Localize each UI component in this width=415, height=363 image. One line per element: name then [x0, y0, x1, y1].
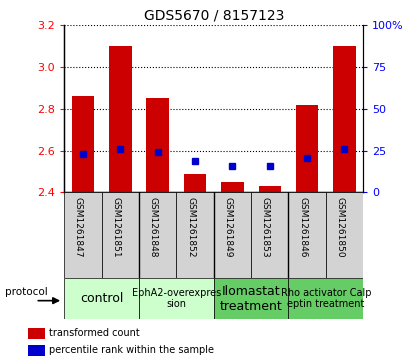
Bar [139, 278, 214, 319]
Text: GSM1261851: GSM1261851 [111, 197, 120, 257]
Bar [296, 105, 318, 192]
Bar [64, 278, 139, 319]
Bar [333, 46, 356, 192]
Text: percentile rank within the sample: percentile rank within the sample [49, 346, 214, 355]
Text: GSM1261847: GSM1261847 [74, 197, 83, 257]
Bar [184, 174, 206, 192]
Bar [109, 46, 132, 192]
Text: GSM1261853: GSM1261853 [261, 197, 270, 257]
Bar [72, 97, 94, 192]
Text: EphA2-overexpres
sion: EphA2-overexpres sion [132, 288, 221, 309]
Text: GSM1261848: GSM1261848 [149, 197, 158, 257]
Text: GSM1261849: GSM1261849 [223, 197, 232, 257]
Bar [251, 192, 288, 278]
Text: transformed count: transformed count [49, 328, 139, 338]
Text: GSM1261850: GSM1261850 [335, 197, 344, 257]
Bar [221, 182, 244, 192]
Title: GDS5670 / 8157123: GDS5670 / 8157123 [144, 9, 284, 23]
Bar [64, 192, 102, 278]
Bar [326, 192, 363, 278]
Bar [288, 278, 363, 319]
Text: GSM1261846: GSM1261846 [298, 197, 307, 257]
Text: protocol: protocol [5, 287, 48, 297]
Bar [214, 278, 288, 319]
Text: Rho activator Calp
eptin treatment: Rho activator Calp eptin treatment [281, 288, 371, 309]
Bar [176, 192, 214, 278]
Bar [146, 98, 169, 192]
Bar [139, 192, 176, 278]
Bar [102, 192, 139, 278]
Bar [288, 192, 326, 278]
Bar [28, 328, 45, 339]
Bar [259, 186, 281, 192]
Text: Ilomastat
treatment: Ilomastat treatment [220, 285, 283, 313]
Bar [28, 345, 45, 356]
Text: control: control [80, 292, 123, 305]
Text: GSM1261852: GSM1261852 [186, 197, 195, 257]
Bar [214, 192, 251, 278]
